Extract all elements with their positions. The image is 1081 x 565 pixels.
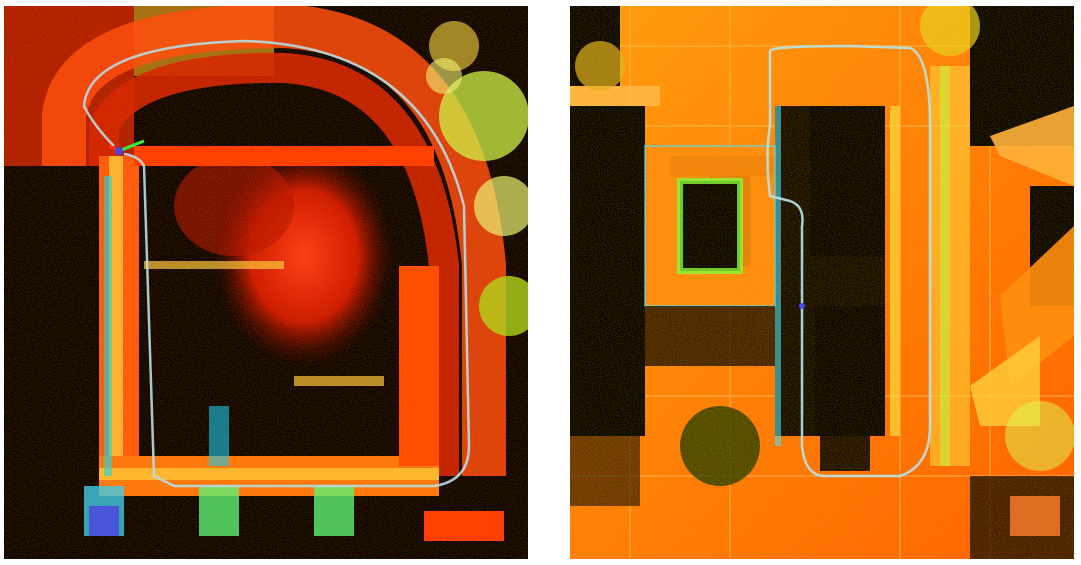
point-cloud-map-right [570,6,1074,559]
point-noise-overlay [570,6,1074,559]
point-noise-overlay [4,6,528,559]
left-map-svg [4,6,528,559]
point-cloud-map-left [4,6,528,559]
right-map-svg [570,6,1074,559]
